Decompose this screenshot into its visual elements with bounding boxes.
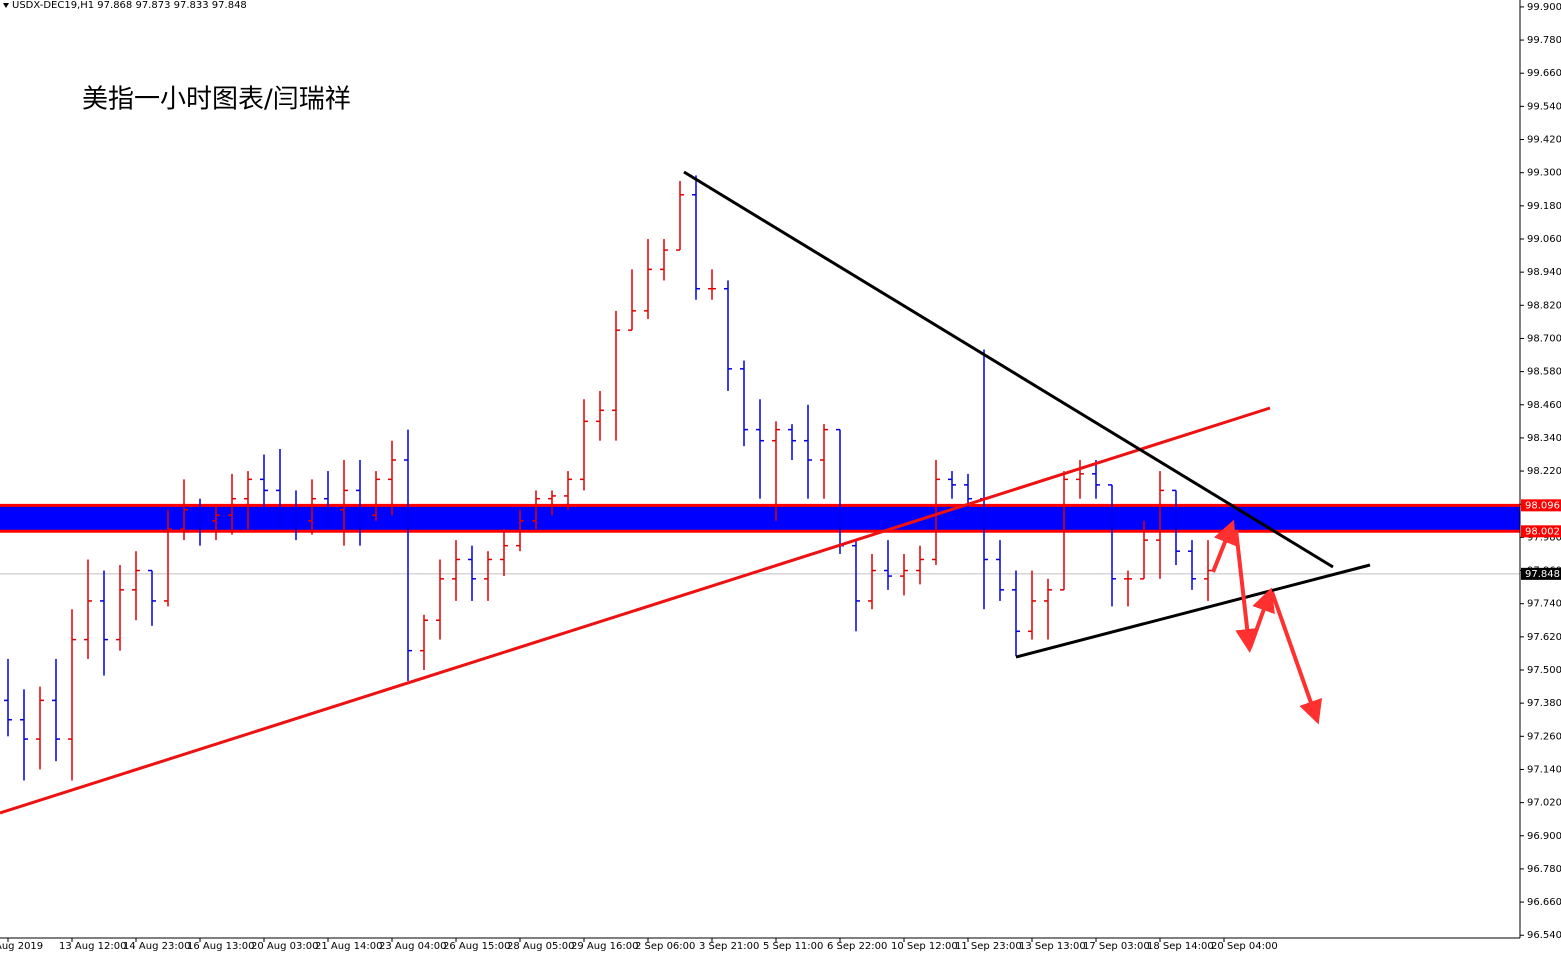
y-tick-label: 98.220 [1527, 466, 1561, 477]
x-tick-label: 29 Aug 16:00 [571, 941, 638, 952]
x-tick-label: 13 Aug 12:00 [59, 941, 126, 952]
y-tick-label: 96.780 [1527, 864, 1561, 875]
annotation: 美指一小时图表/闫瑞祥 [82, 85, 351, 115]
y-tick-label: 97.500 [1527, 665, 1561, 676]
y-tick-label: 96.540 [1527, 930, 1561, 941]
x-tick-label: 10 Sep 12:00 [891, 941, 958, 952]
y-tick-label: 99.420 [1527, 135, 1561, 146]
arrow [1211, 519, 1237, 573]
x-tick-label: 20 Sep 04:00 [1211, 941, 1278, 952]
level-label: 97.848 [1525, 569, 1560, 580]
arrow [1270, 591, 1323, 725]
y-tick-label: 99.780 [1527, 35, 1561, 46]
x-tick-label: Aug 2019 [0, 941, 43, 952]
x-tick-label: 20 Aug 03:00 [251, 941, 318, 952]
x-tick-label: 6 Sep 22:00 [827, 941, 887, 952]
y-tick-label: 96.900 [1527, 831, 1561, 842]
y-tick-label: 97.620 [1527, 632, 1561, 643]
level-label: 98.002 [1525, 526, 1560, 537]
y-tick-label: 99.300 [1527, 168, 1561, 179]
y-tick-label: 97.380 [1527, 698, 1561, 709]
y-tick-label: 98.940 [1527, 267, 1561, 278]
y-tick-label: 98.460 [1527, 400, 1561, 411]
y-tick-label: 96.660 [1527, 897, 1561, 908]
y-tick-label: 98.580 [1527, 367, 1561, 378]
x-tick-label: 28 Aug 05:00 [507, 941, 574, 952]
plot-area [0, 175, 1520, 781]
x-tick-label: 5 Sep 11:00 [763, 941, 823, 952]
x-tick-label: 13 Sep 13:00 [1019, 941, 1086, 952]
x-tick-label: 3 Sep 21:00 [699, 941, 759, 952]
x-tick-label: 16 Aug 13:00 [187, 941, 254, 952]
x-tick-label: 11 Sep 23:00 [955, 941, 1022, 952]
level-label-bg [1521, 567, 1561, 580]
menu-icon[interactable] [3, 3, 9, 8]
drawings [0, 170, 1371, 815]
x-tick-label: 26 Aug 15:00 [443, 941, 510, 952]
chart-title: USDX-DEC19,H1 97.868 97.873 97.833 97.84… [12, 0, 247, 11]
trend-line [683, 170, 1334, 569]
y-tick-label: 98.700 [1527, 333, 1561, 344]
x-tick-label: 23 Aug 04:00 [379, 941, 446, 952]
y-tick-label: 97.020 [1527, 798, 1561, 809]
zone [0, 505, 1520, 532]
x-tick-label: 17 Sep 03:00 [1083, 941, 1150, 952]
y-tick-label: 99.180 [1527, 201, 1561, 212]
level-label-bg [1521, 525, 1561, 538]
x-tick-label: 14 Aug 23:00 [123, 941, 190, 952]
y-tick-label: 99.540 [1527, 101, 1561, 112]
level-label: 98.096 [1525, 500, 1560, 511]
level-label-bg [1521, 499, 1561, 512]
y-tick-label: 99.900 [1527, 2, 1561, 13]
y-tick-label: 98.340 [1527, 433, 1561, 444]
trend-line [0, 406, 1271, 815]
y-tick-label: 97.140 [1527, 764, 1561, 775]
y-tick-label: 97.740 [1527, 599, 1561, 610]
trend-line [1015, 563, 1371, 659]
x-tick-label: 21 Aug 14:00 [315, 941, 382, 952]
y-tick-label: 98.820 [1527, 300, 1561, 311]
x-tick-label: 18 Sep 14:00 [1147, 941, 1214, 952]
y-tick-label: 99.060 [1527, 234, 1561, 245]
arrow [1234, 529, 1260, 653]
y-tick-label: 99.660 [1527, 68, 1561, 79]
y-tick-label: 97.260 [1527, 731, 1561, 742]
x-tick-label: 2 Sep 06:00 [635, 941, 695, 952]
arrow [1248, 587, 1275, 649]
y-tick-label: 97.980 [1527, 532, 1561, 543]
